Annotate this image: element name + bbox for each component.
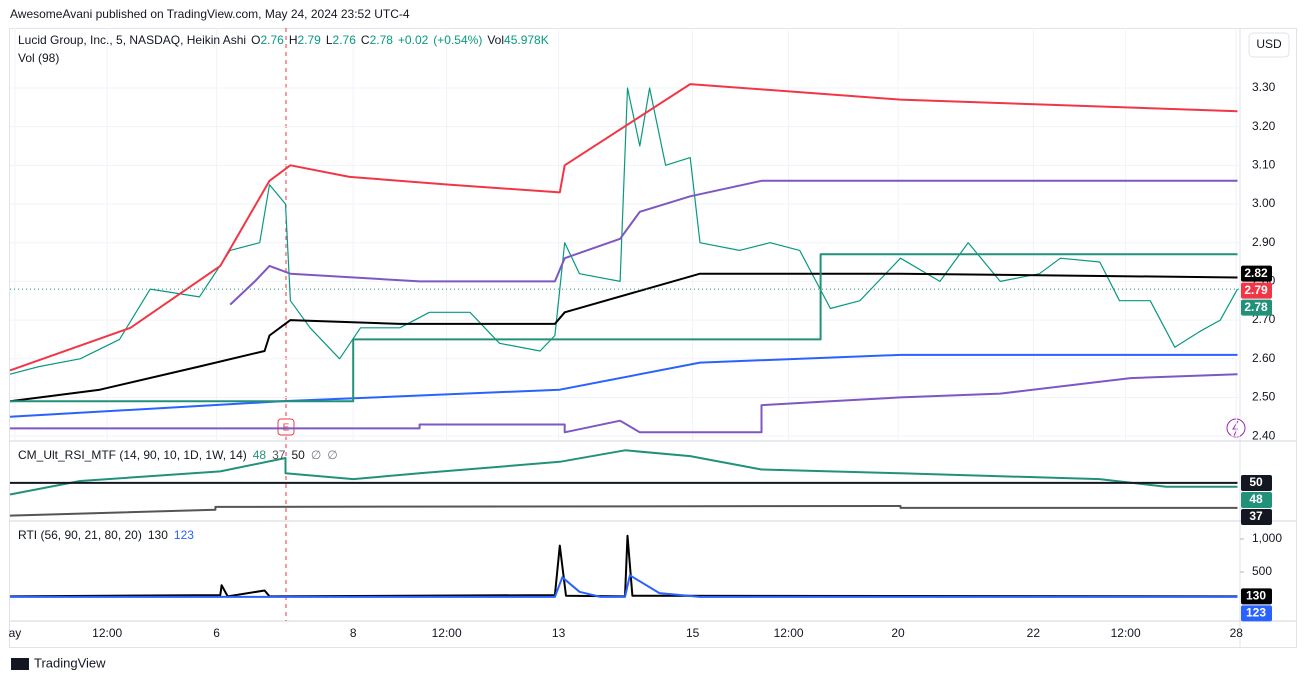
legend-label: O xyxy=(251,33,260,47)
axis-value-box xyxy=(1241,508,1272,525)
x-tick-label: 13 xyxy=(552,626,566,640)
legend-value: 45.978K xyxy=(504,33,549,47)
alert-bolt xyxy=(1232,420,1239,437)
y-tick-label: 3.30 xyxy=(1252,80,1276,94)
series-line xyxy=(9,83,1238,372)
axis-value-label: 2.82 xyxy=(1244,266,1268,280)
series-line xyxy=(9,449,1238,496)
axis-value-label: 2.79 xyxy=(1244,283,1268,297)
legend-value: 2.78 xyxy=(370,33,394,47)
series-line xyxy=(9,87,1239,375)
legend-value: 37 xyxy=(272,448,286,462)
x-tick-label: 12:00 xyxy=(432,626,462,640)
axis-value-label: 37 xyxy=(1249,509,1263,523)
pane-legend: Lucid Group, Inc., 5, NASDAQ, Heikin Ash… xyxy=(18,33,549,47)
pane-title: CM_Ult_RSI_MTF (14, 90, 10, 1D, 1W, 14) xyxy=(18,448,247,462)
legend-value: +0.02 xyxy=(398,33,429,47)
y-tick-label: 2.60 xyxy=(1252,351,1276,365)
series-line xyxy=(9,272,1238,403)
axis-value-box xyxy=(1241,265,1272,282)
y-tick-label: 3.10 xyxy=(1252,158,1276,172)
currency: USD xyxy=(1256,37,1282,51)
legend-label: H xyxy=(289,33,298,47)
earnings-flag[interactable] xyxy=(277,418,295,436)
currency-button[interactable] xyxy=(1248,32,1290,58)
axis-value-label: 123 xyxy=(1246,606,1266,620)
legend-label: Vol xyxy=(487,33,504,47)
legend-value: 48 xyxy=(253,448,267,462)
legend-value: 2.76 xyxy=(260,33,284,47)
legend-value: ∅ xyxy=(327,448,337,462)
axis-value-box xyxy=(1241,299,1272,316)
x-tick-label: 12:00 xyxy=(92,626,122,640)
axis-value-box xyxy=(1241,491,1272,508)
x-tick-label: 22 xyxy=(1027,626,1041,640)
legend-label: C xyxy=(361,33,370,47)
pane-title: RTI (56, 90, 21, 80, 20) xyxy=(18,528,142,542)
legend-value: 50 xyxy=(291,448,305,462)
legend-value: (+0.54%) xyxy=(433,33,482,47)
x-tick-label: 15 xyxy=(686,626,700,640)
publish-note: AwesomeAvani published on TradingView.co… xyxy=(10,7,410,21)
axis-value-box xyxy=(1241,605,1272,622)
legend-value: 2.79 xyxy=(297,33,321,47)
pane-title: Lucid Group, Inc., 5, NASDAQ, Heikin Ash… xyxy=(18,33,246,47)
tv-logo xyxy=(11,658,29,670)
axis-value-label: 48 xyxy=(1249,492,1263,506)
axis-value-box xyxy=(1241,588,1272,605)
x-tick-label: ay xyxy=(9,626,22,640)
legend-value: ∅ xyxy=(311,448,321,462)
legend-value: 123 xyxy=(174,528,194,542)
series-line xyxy=(10,253,1238,403)
series-line xyxy=(9,353,1238,418)
y-tick-label: 2.40 xyxy=(1252,428,1276,442)
series-line xyxy=(229,179,1238,306)
x-tick-label: 12:00 xyxy=(774,626,804,640)
x-tick-label: 28 xyxy=(1230,626,1244,640)
y-tick-label: 500 xyxy=(1252,564,1272,578)
axis-value-label: 130 xyxy=(1246,589,1266,603)
pane-legend: RTI (56, 90, 21, 80, 20) 130 123 xyxy=(18,528,194,542)
legend-label: L xyxy=(326,33,333,47)
pane-legend: CM_Ult_RSI_MTF (14, 90, 10, 1D, 1W, 14) 4… xyxy=(18,448,338,462)
y-tick-label: 1,000 xyxy=(1252,531,1282,545)
pane-subtitle: Vol (98) xyxy=(18,51,59,65)
series-line xyxy=(9,505,1238,517)
y-tick-label: 2.50 xyxy=(1252,390,1276,404)
legend-value: 130 xyxy=(148,528,168,542)
x-tick-label: 8 xyxy=(350,626,357,640)
axis-value-box xyxy=(1241,282,1272,299)
x-tick-label: 12:00 xyxy=(1111,626,1141,640)
axis-value-label: 50 xyxy=(1249,475,1263,489)
y-tick-label: 3.00 xyxy=(1252,196,1276,210)
series-line xyxy=(9,534,1238,598)
series-line xyxy=(10,373,1238,434)
footer-brand: TradingView xyxy=(34,655,106,670)
axis-value-label: 2.78 xyxy=(1244,300,1268,314)
x-tick-label: 6 xyxy=(213,626,220,640)
axis-value-box xyxy=(1241,474,1272,491)
series-line xyxy=(10,574,1238,598)
legend-value: 2.76 xyxy=(333,33,357,47)
y-tick-label: 2.90 xyxy=(1252,235,1276,249)
y-tick-label: 2.70 xyxy=(1252,312,1276,326)
y-tick-label: 3.20 xyxy=(1252,119,1276,133)
x-tick-label: 20 xyxy=(891,626,905,640)
chart-frame xyxy=(9,28,1297,648)
